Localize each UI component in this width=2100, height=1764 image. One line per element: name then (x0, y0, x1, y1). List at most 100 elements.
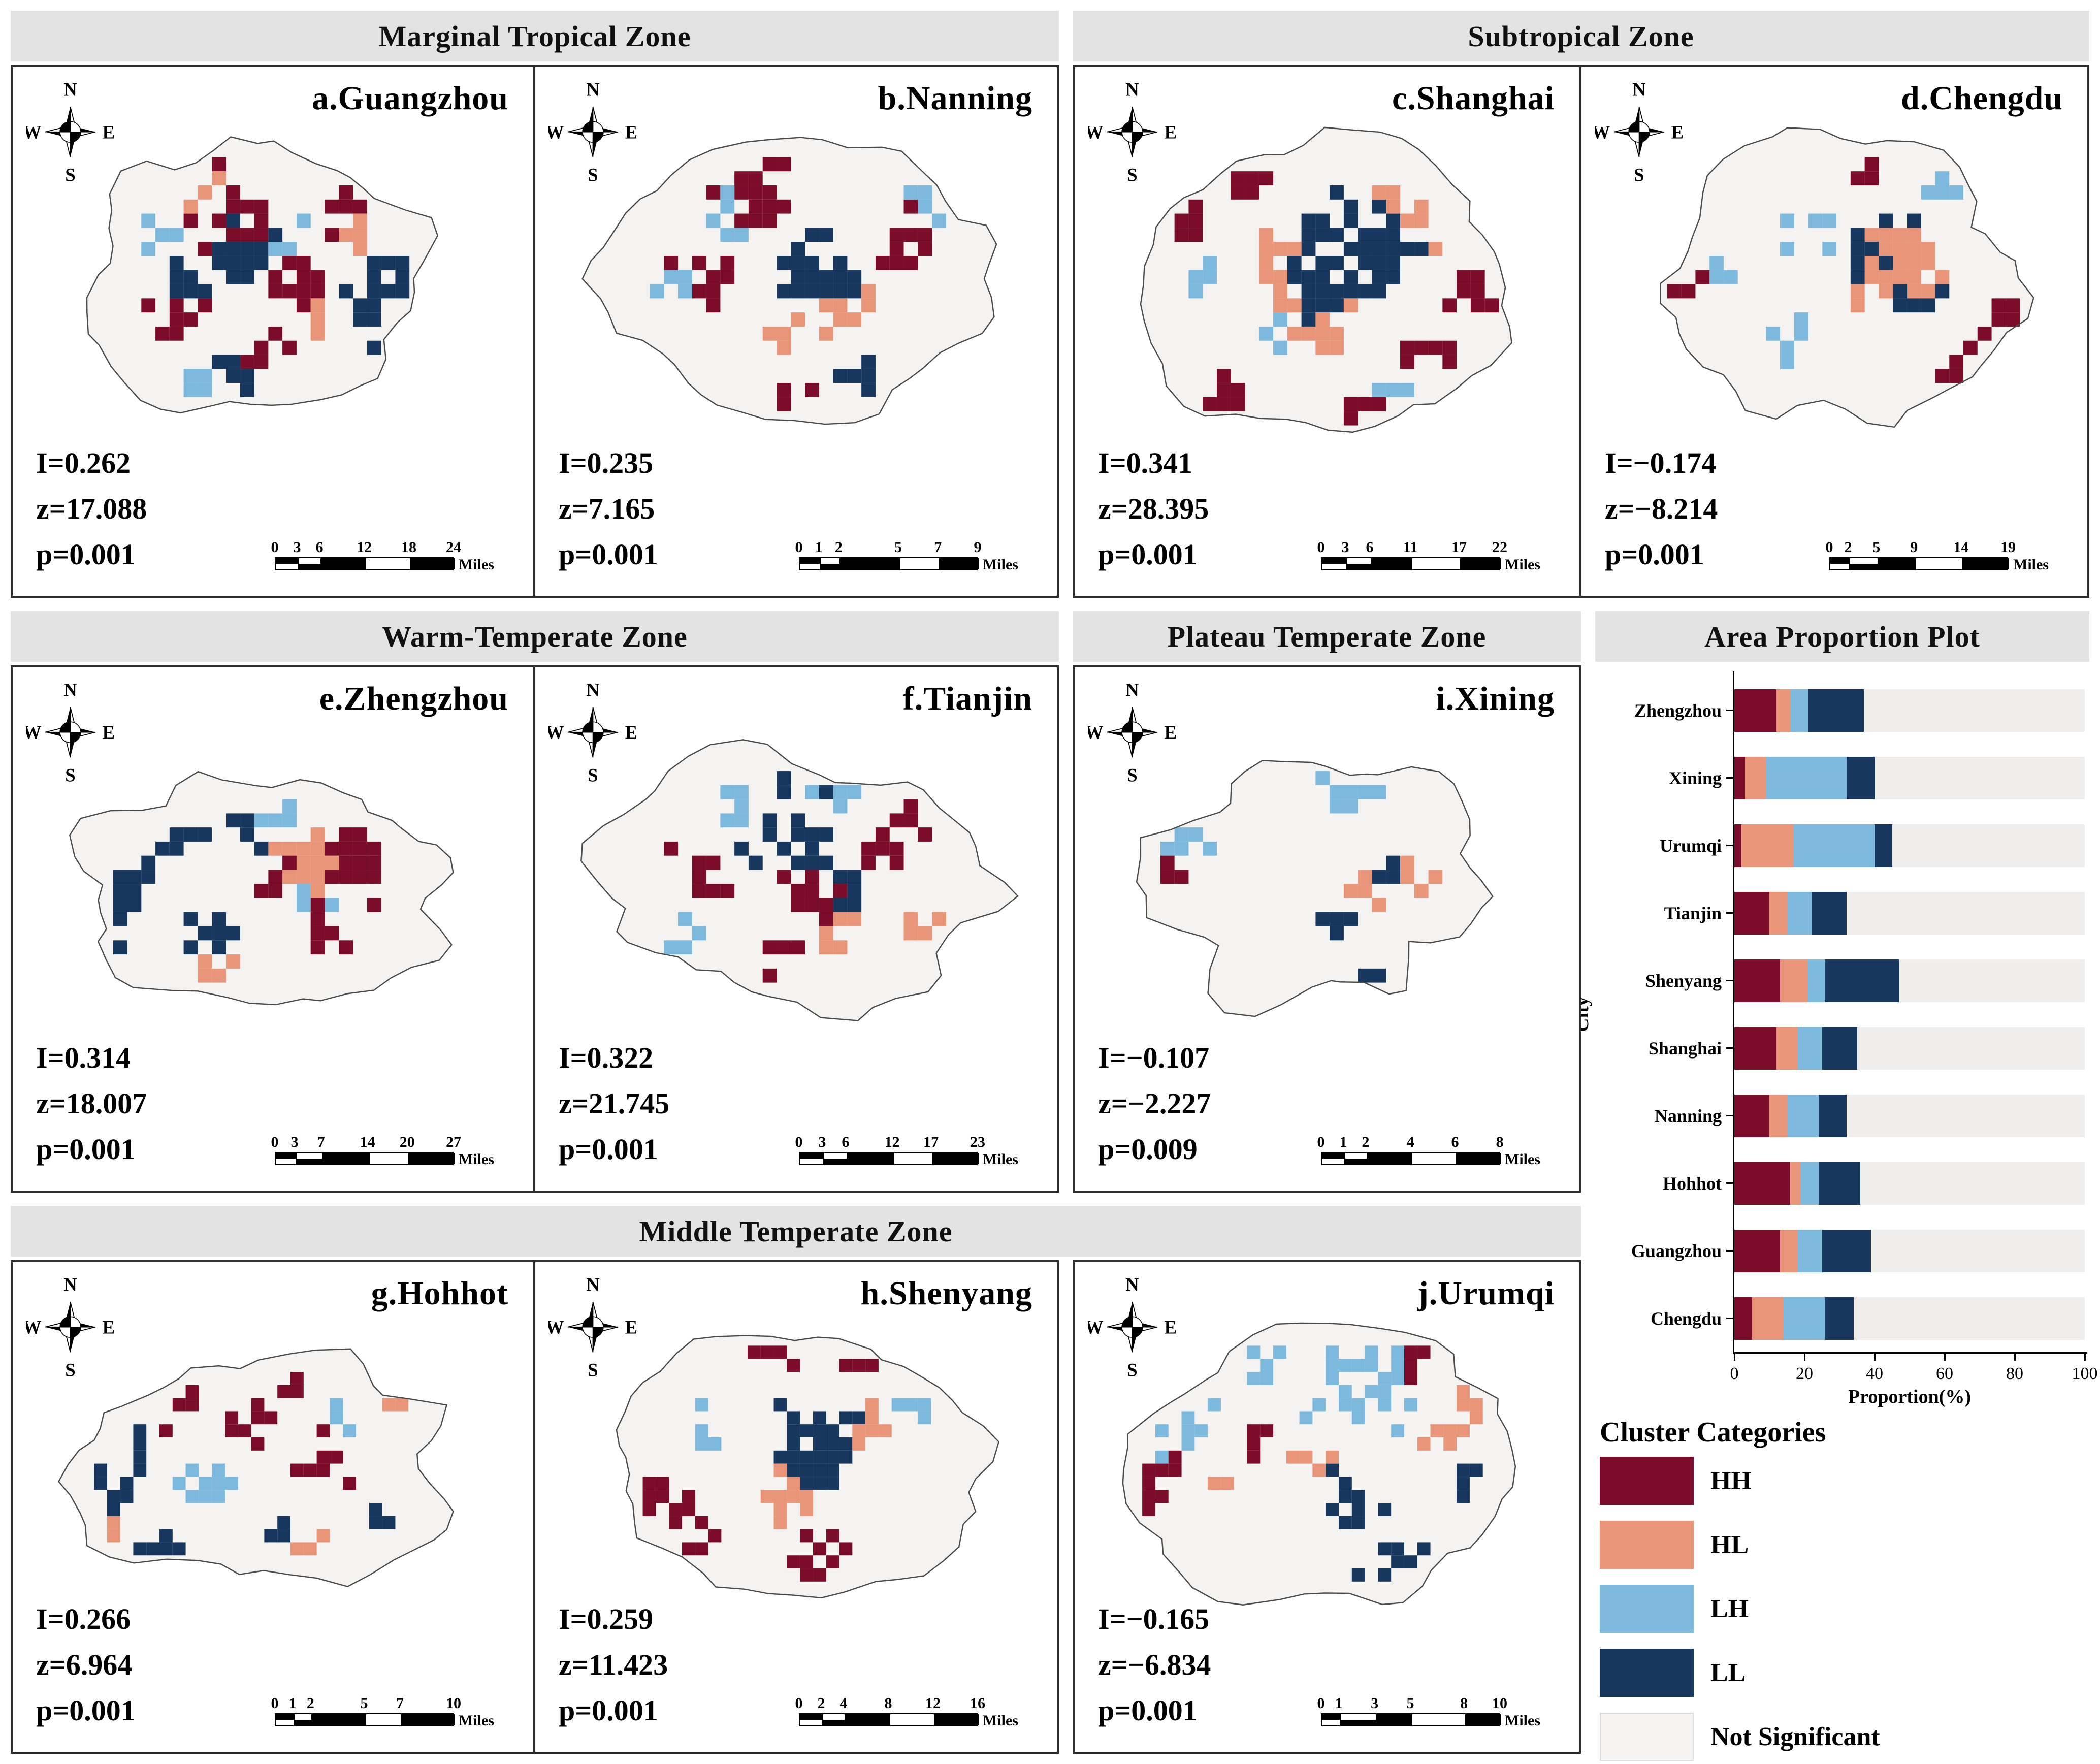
cluster-cell-lh (903, 185, 918, 200)
moran-i-value: I=0.235 (559, 446, 654, 480)
scale-tick-label: 16 (970, 1695, 985, 1712)
scale-tick-label: 0 (1317, 1134, 1325, 1150)
cluster-cell-ll (1400, 241, 1414, 256)
bar-segment-lh (1797, 1229, 1822, 1272)
cluster-cell-ll (1358, 284, 1372, 299)
p-value: p=0.001 (559, 1694, 658, 1727)
cluster-cell-hl (303, 1542, 317, 1555)
cluster-cell-lh (1312, 1398, 1326, 1412)
cluster-cell-ll (1372, 255, 1386, 270)
cluster-cell-lh (1338, 1358, 1352, 1372)
cluster-cell-ll (225, 255, 240, 270)
cluster-cell-lh (1780, 241, 1794, 256)
cluster-cell-hh (338, 870, 353, 884)
scale-bar-blocks (275, 1152, 455, 1165)
cluster-cell-ll (93, 1477, 107, 1490)
cluster-cell-hh (762, 940, 777, 954)
scale-bar-segment (1849, 558, 1878, 569)
cluster-cell-hh (1174, 228, 1189, 242)
cluster-cell-hl (1414, 199, 1429, 214)
cluster-cell-ll (240, 255, 254, 270)
cluster-cell-hh (692, 255, 706, 270)
cluster-cell-ll (1315, 255, 1330, 270)
cluster-cell-ll (367, 312, 381, 327)
bar-segment-hl (1752, 1297, 1784, 1340)
cluster-cell-ll (799, 1424, 813, 1437)
scale-bar-segment (934, 1714, 979, 1725)
scale-bar-segment (1322, 1714, 1340, 1725)
map-panel-xining: N E S Wi.Xining I=−0.107 z=−2.227 p=0.009 012 4 6… (1073, 665, 1581, 1193)
bar-segment-ll (1875, 824, 1892, 867)
cluster-cell-hh (296, 298, 311, 312)
x-tick-label: 0 (1730, 1364, 1739, 1383)
cluster-cell-hl (852, 1437, 865, 1451)
cluster-cell-lh (296, 897, 311, 912)
compass-circle-quadrant (59, 121, 71, 133)
z-score-value: z=−2.227 (1098, 1087, 1211, 1120)
cluster-cell-ll (133, 1450, 146, 1464)
cluster-cell-ll (826, 1450, 839, 1464)
cluster-cell-hh (1216, 382, 1231, 397)
cluster-cell-lh (1343, 785, 1358, 799)
bar-segment-lh (1801, 1162, 1819, 1205)
cluster-cell-lh (268, 813, 282, 827)
p-value: p=0.001 (1098, 1694, 1198, 1727)
cluster-cell-hl (865, 1398, 879, 1412)
cluster-cell-hl (787, 1477, 800, 1490)
cluster-cell-hh (1864, 157, 1879, 171)
cluster-cell-ll (225, 213, 240, 228)
bar-segment-ll (1822, 1027, 1857, 1070)
compass-icon: N E S W (545, 79, 637, 185)
cluster-cell-hl (382, 1398, 396, 1412)
scale-tick-label: 2 (817, 1695, 825, 1712)
cluster-cell-ll (1326, 1463, 1339, 1477)
compass-letter-s: S (1127, 165, 1137, 184)
cluster-cell-lh (172, 1477, 186, 1490)
cluster-cell-hh (1442, 340, 1457, 355)
cluster-cell-hl (290, 1542, 304, 1555)
cluster-cell-hl (799, 1489, 813, 1503)
cluster-cell-hl (1469, 1398, 1483, 1412)
cluster-cell-hh (664, 841, 678, 856)
cluster-cell-lh (1780, 213, 1794, 228)
scale-tick-label: 3 (1371, 1695, 1379, 1712)
cluster-cell-lh (1808, 213, 1823, 228)
cluster-cell-hl (1864, 270, 1879, 284)
moran-stats: I=−0.174 z=−8.214 p=0.001 (1605, 440, 1718, 578)
y-tick-mark (1726, 777, 1734, 779)
cluster-cell-hh (762, 185, 777, 200)
cluster-cell-hh (762, 968, 777, 983)
cluster-cell-hl (1893, 270, 1907, 284)
cluster-cell-hl (1372, 897, 1386, 912)
cluster-cell-hh (791, 897, 805, 912)
cluster-cell-lh (141, 241, 155, 256)
cluster-cell-lh (1391, 1371, 1404, 1385)
cluster-cell-hh (777, 157, 791, 171)
cluster-cell-ll (1417, 1542, 1431, 1555)
cluster-cell-ll (1351, 1516, 1365, 1529)
cluster-cell-hh (889, 228, 904, 242)
compass-circle-quadrant (582, 121, 594, 133)
cluster-cell-ll (1850, 270, 1865, 284)
cluster-cell-hh (777, 940, 791, 954)
cluster-cell-lh (155, 228, 170, 242)
cluster-cell-hh (903, 199, 918, 214)
compass-rose: N E S W (1592, 77, 1684, 185)
moran-i-value: I=0.259 (559, 1602, 654, 1636)
cluster-cell-lh (1299, 1411, 1313, 1424)
cluster-cell-hh (720, 255, 734, 270)
zone-header-area-proportion: Area Proportion Plot (1595, 611, 2089, 662)
cluster-cell-hh (211, 157, 226, 171)
cluster-cell-ll (211, 926, 226, 940)
scale-bar-blocks (275, 1713, 455, 1726)
cluster-cell-hl (1864, 228, 1879, 242)
chart-city-label: Nanning (1654, 1105, 1722, 1126)
cluster-cell-hl (1417, 1437, 1431, 1451)
cluster-cell-ll (1893, 298, 1907, 312)
moran-stats: I=0.322 z=21.745 p=0.001 (559, 1035, 669, 1172)
cluster-cell-ll (819, 827, 833, 842)
cluster-cell-hh (282, 284, 297, 299)
cluster-cell-hl (1414, 213, 1429, 228)
bar-segment-hh (1734, 1094, 1769, 1137)
